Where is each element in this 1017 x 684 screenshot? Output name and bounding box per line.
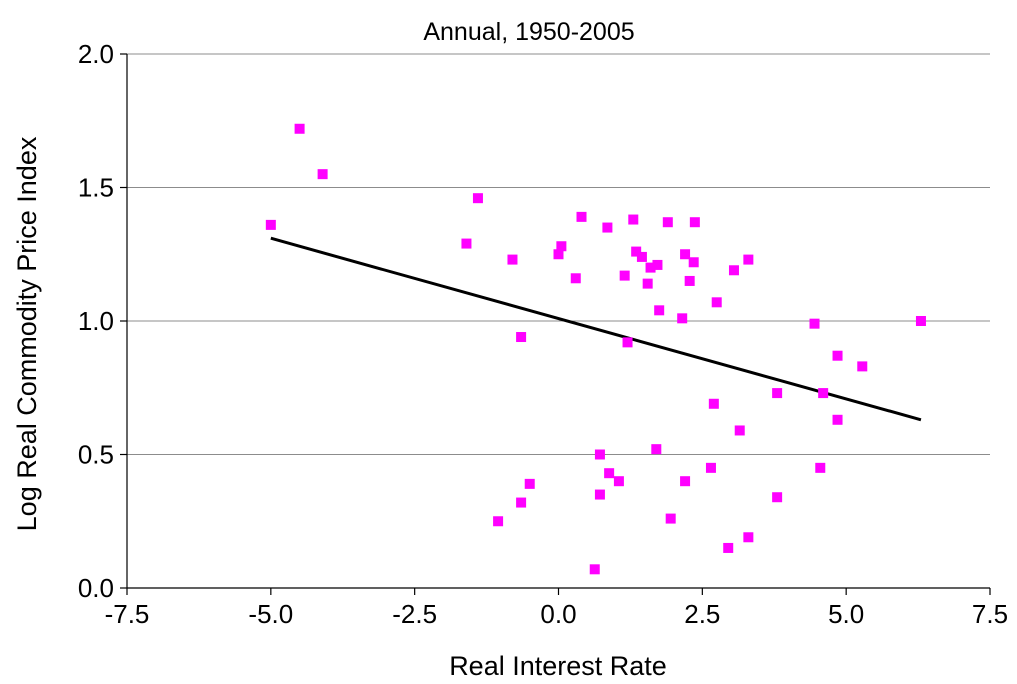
x-tick-labels: -7.5 -5.0 -2.5 0.0 2.5 5.0 7.5 xyxy=(105,599,1008,629)
data-point xyxy=(472,193,483,204)
data-point xyxy=(677,313,688,324)
data-point xyxy=(604,468,615,479)
data-point xyxy=(642,278,653,289)
data-point xyxy=(743,254,754,265)
gridlines xyxy=(127,53,990,455)
data-point xyxy=(689,217,700,228)
data-point xyxy=(662,217,673,228)
data-point xyxy=(857,361,868,372)
data-point xyxy=(708,398,719,409)
data-point xyxy=(556,241,567,252)
x-tick-label: -2.5 xyxy=(392,599,437,629)
data-point xyxy=(809,318,820,329)
data-point xyxy=(680,476,691,487)
y-axis-label: Log Real Commodity Price Index xyxy=(12,136,42,531)
x-tick-label: 2.5 xyxy=(684,599,720,629)
data-point xyxy=(665,513,676,524)
y-tick-labels: 0.0 0.5 1.0 1.5 2.0 xyxy=(78,39,114,603)
data-point xyxy=(602,222,613,233)
data-point xyxy=(832,414,843,425)
data-point xyxy=(493,516,504,527)
data-point xyxy=(516,332,527,343)
data-point xyxy=(688,257,699,268)
data-point xyxy=(711,297,722,308)
data-point xyxy=(652,259,663,270)
x-tick-label: 7.5 xyxy=(972,599,1008,629)
data-point xyxy=(631,246,642,257)
x-tick-label: -7.5 xyxy=(105,599,150,629)
data-point xyxy=(915,316,926,326)
data-point xyxy=(654,305,665,316)
data-point xyxy=(461,238,472,249)
data-point xyxy=(622,337,633,348)
x-tick-label: 5.0 xyxy=(828,599,864,629)
trendline xyxy=(270,236,922,422)
y-tick-label: 0.0 xyxy=(78,573,114,603)
data-point xyxy=(613,476,624,487)
data-point xyxy=(734,425,745,436)
data-point xyxy=(570,273,581,284)
chart-title: Annual, 1950-2005 xyxy=(423,18,634,46)
data-point xyxy=(524,478,535,489)
y-tick-label: 0.5 xyxy=(78,440,114,470)
data-point xyxy=(594,449,605,460)
data-point xyxy=(832,350,843,361)
y-tick-label: 1.5 xyxy=(78,173,114,203)
data-point xyxy=(294,123,305,134)
x-tick-label: -5.0 xyxy=(248,599,293,629)
data-point xyxy=(576,211,587,222)
y-tick-label: 1.0 xyxy=(78,306,114,336)
data-point xyxy=(516,497,527,508)
trendline-group xyxy=(270,236,922,422)
data-point xyxy=(589,564,600,575)
data-point xyxy=(636,251,647,262)
data-point xyxy=(651,444,662,455)
x-tick-label: 0.0 xyxy=(540,599,576,629)
data-point xyxy=(619,270,630,281)
data-point xyxy=(723,542,734,553)
data-point xyxy=(772,492,783,503)
data-point xyxy=(507,254,518,265)
data-point xyxy=(743,532,754,543)
data-point xyxy=(818,388,829,399)
data-points xyxy=(265,123,926,575)
data-point xyxy=(772,388,783,399)
axes xyxy=(120,53,991,595)
x-axis-label: Real Interest Rate xyxy=(449,651,667,681)
data-point xyxy=(705,462,716,473)
data-point xyxy=(265,219,276,230)
data-point xyxy=(553,249,564,260)
data-point xyxy=(680,249,691,260)
data-point xyxy=(594,489,605,500)
y-tick-label: 2.0 xyxy=(78,39,114,69)
data-point xyxy=(317,169,328,180)
data-point xyxy=(628,214,639,225)
data-point xyxy=(645,262,656,273)
data-point xyxy=(728,265,739,276)
data-point xyxy=(815,462,826,473)
data-point xyxy=(684,275,695,286)
